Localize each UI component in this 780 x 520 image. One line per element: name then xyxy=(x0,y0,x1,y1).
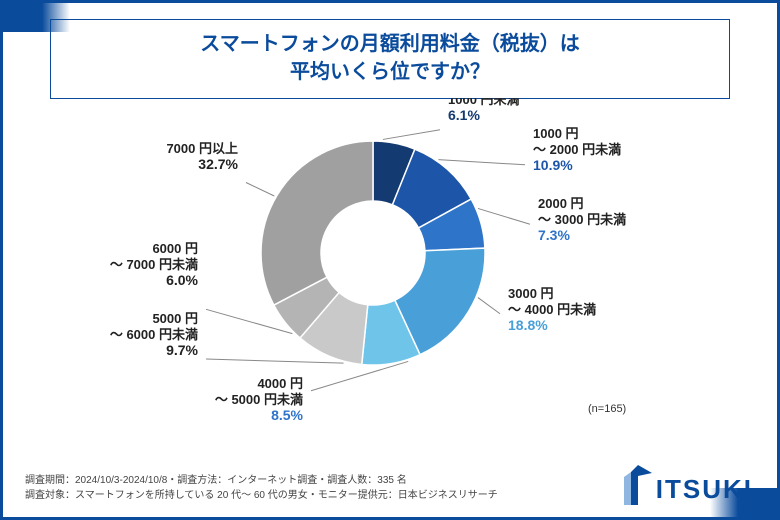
slice-label: 〜 4000 円未満 xyxy=(508,302,596,317)
brand-logo: ITSUKI xyxy=(624,465,753,505)
slice-percentage: 8.5% xyxy=(271,407,303,423)
slice-percentage: 6.1% xyxy=(448,107,480,123)
sample-size-note: (n=165) xyxy=(588,403,626,415)
slice-label: 4000 円 xyxy=(257,376,303,391)
donut-chart: 1000 円未満6.1%1000 円〜 2000 円未満10.9%2000 円〜… xyxy=(3,98,780,458)
slice-label: 6000 円 xyxy=(152,241,198,256)
footnote-2: 調査対象：スマートフォンを所持している 20 代〜 60 代の男女・モニター提供… xyxy=(25,488,498,503)
leader-line xyxy=(246,183,274,197)
slice-label: 1000 円 xyxy=(533,126,579,141)
slice-label: 〜 6000 円未満 xyxy=(110,327,198,342)
slice-label: 〜 3000 円未満 xyxy=(538,212,626,227)
slice-label: 7000 円以上 xyxy=(166,141,238,156)
leader-line xyxy=(478,298,500,314)
slice-label: 〜 7000 円未満 xyxy=(110,257,198,272)
chart-frame: スマートフォンの月額利用料金（税抜）は 平均いくら位ですか？ 1000 円未満6… xyxy=(0,0,780,520)
leader-line xyxy=(478,208,530,224)
logo-text: ITSUKI xyxy=(656,474,753,505)
slice-label: 1000 円未満 xyxy=(448,98,520,107)
slice-percentage: 9.7% xyxy=(166,342,198,358)
slice-label: 〜 2000 円未満 xyxy=(533,142,621,157)
slice-label: 3000 円 xyxy=(508,286,554,301)
leader-line xyxy=(383,130,440,140)
leader-line xyxy=(206,359,343,363)
survey-footnotes: 調査期間：2024/10/3-2024/10/8・調査方法：インターネット調査・… xyxy=(25,473,498,503)
logo-icon xyxy=(624,465,652,505)
title-line-1: スマートフォンの月額利用料金（税抜）は xyxy=(71,30,709,58)
slice-percentage: 32.7% xyxy=(198,156,238,172)
slice-percentage: 6.0% xyxy=(166,272,198,288)
donut-slice xyxy=(261,141,373,305)
title-line-2: 平均いくら位ですか？ xyxy=(71,58,709,86)
slice-label: 2000 円 xyxy=(538,196,584,211)
slice-percentage: 7.3% xyxy=(538,227,570,243)
slice-label: 5000 円 xyxy=(152,311,198,326)
slice-percentage: 10.9% xyxy=(533,157,573,173)
slice-label: 〜 5000 円未満 xyxy=(215,392,303,407)
leader-line xyxy=(438,160,525,165)
chart-title-box: スマートフォンの月額利用料金（税抜）は 平均いくら位ですか？ xyxy=(50,19,730,99)
leader-line xyxy=(311,361,408,390)
slice-percentage: 18.8% xyxy=(508,317,548,333)
footnote-1: 調査期間：2024/10/3-2024/10/8・調査方法：インターネット調査・… xyxy=(25,473,498,488)
